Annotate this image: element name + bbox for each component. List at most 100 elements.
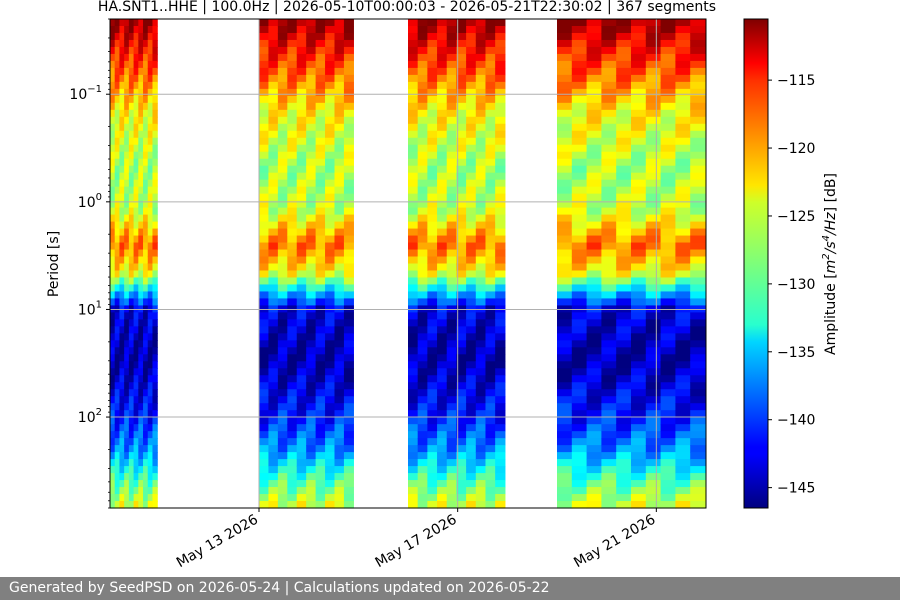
spectrogram-cell bbox=[152, 431, 158, 439]
spectrogram-cell bbox=[133, 200, 139, 209]
spectrogram-cell bbox=[586, 263, 603, 272]
spectrogram-cell bbox=[437, 347, 448, 355]
spectrogram-cell bbox=[119, 473, 125, 481]
spectrogram-cell bbox=[296, 200, 307, 209]
spectrogram-cell bbox=[147, 431, 154, 439]
spectrogram-cell bbox=[495, 130, 506, 139]
spectrogram-cell bbox=[586, 396, 603, 404]
spectrogram-cell bbox=[287, 333, 298, 341]
spectrogram-cell bbox=[287, 39, 298, 48]
spectrogram-cell bbox=[645, 396, 662, 404]
spectrogram-cell bbox=[690, 263, 706, 272]
spectrogram-cell bbox=[119, 186, 125, 195]
spectrogram-cell bbox=[128, 81, 135, 90]
spectrogram-cell bbox=[456, 256, 467, 265]
spectrogram-cell bbox=[417, 53, 428, 62]
spectrogram-cell bbox=[143, 347, 149, 355]
spectrogram-cell bbox=[660, 284, 677, 293]
spectrogram-cell bbox=[645, 116, 662, 125]
spectrogram-cell bbox=[631, 277, 647, 286]
spectrogram-cell bbox=[660, 396, 677, 404]
spectrogram-cell bbox=[631, 368, 647, 376]
spectrogram-cell bbox=[296, 445, 307, 453]
spectrogram-cell bbox=[277, 95, 288, 104]
x-axis: May 13 2026 May 17 2026 May 21 2026 bbox=[174, 508, 658, 571]
spectrogram-cell bbox=[133, 32, 139, 41]
spectrogram-cell bbox=[456, 417, 467, 425]
spectrogram-cell bbox=[456, 200, 467, 209]
spectrogram-cell bbox=[119, 382, 125, 390]
spectrogram-cell bbox=[675, 431, 691, 439]
spectrogram-cell bbox=[114, 39, 121, 48]
spectrogram-cell bbox=[296, 382, 307, 390]
spectrogram-cell bbox=[571, 298, 588, 307]
spectrogram-cell bbox=[334, 494, 345, 502]
spectrogram-cell bbox=[296, 312, 307, 320]
spectrogram-cell bbox=[143, 396, 149, 404]
spectrogram-cell bbox=[456, 228, 467, 237]
spectrogram-cell bbox=[277, 403, 288, 411]
spectrogram-cell bbox=[427, 424, 438, 432]
spectrogram-cell bbox=[277, 431, 288, 439]
spectrogram-cell bbox=[690, 32, 706, 41]
spectrogram-cell bbox=[437, 291, 448, 300]
spectrogram-cell bbox=[690, 354, 706, 362]
spectrogram-cell bbox=[466, 270, 477, 279]
spectrogram-cell bbox=[427, 284, 438, 293]
spectrogram-cell bbox=[143, 46, 149, 55]
spectrogram-cell bbox=[133, 298, 139, 307]
spectrogram-cell bbox=[277, 277, 288, 286]
spectrogram-cell bbox=[485, 116, 496, 125]
spectrogram-cell bbox=[296, 263, 307, 272]
spectrogram-cell bbox=[119, 144, 125, 153]
spectrogram-cell bbox=[427, 165, 438, 174]
spectrogram-cell bbox=[660, 74, 677, 83]
spectrogram-cell bbox=[268, 137, 279, 146]
spectrogram-cell bbox=[147, 116, 154, 125]
spectrogram-cell bbox=[631, 165, 647, 174]
spectrogram-cell bbox=[446, 501, 458, 509]
spectrogram-cell bbox=[495, 333, 506, 341]
spectrogram-cell bbox=[495, 438, 506, 446]
spectrogram-cell bbox=[143, 473, 149, 481]
spectrogram-cell bbox=[259, 396, 270, 404]
spectrogram-cell bbox=[631, 389, 647, 397]
spectrogram-cell bbox=[616, 228, 632, 237]
spectrogram-cell bbox=[586, 137, 603, 146]
spectrogram-cell bbox=[495, 389, 506, 397]
spectrogram-cell bbox=[325, 102, 336, 111]
spectrogram-cell bbox=[571, 109, 588, 118]
spectrogram-cell bbox=[408, 410, 419, 418]
spectrogram-cell bbox=[325, 242, 336, 251]
spectrogram-cell bbox=[334, 431, 345, 439]
spectrogram-cell bbox=[437, 368, 448, 376]
spectrogram-cell bbox=[306, 445, 317, 453]
spectrogram-cell bbox=[152, 368, 158, 376]
spectrogram-cell bbox=[128, 249, 135, 258]
spectrogram-cell bbox=[128, 165, 135, 174]
spectrogram-cell bbox=[138, 459, 144, 467]
spectrogram-cell bbox=[631, 410, 647, 418]
spectrogram-cell bbox=[152, 445, 158, 453]
spectrogram-cell bbox=[466, 501, 477, 509]
spectrogram-cell bbox=[601, 102, 617, 111]
spectrogram-cell bbox=[645, 382, 662, 390]
spectrogram-cell bbox=[586, 361, 603, 369]
spectrogram-cell bbox=[315, 375, 326, 383]
spectrogram-cell bbox=[306, 333, 317, 341]
spectrogram-cell bbox=[143, 193, 149, 202]
spectrogram-cell bbox=[690, 123, 706, 132]
spectrogram-cell bbox=[631, 144, 647, 153]
spectrogram-cell bbox=[557, 53, 573, 62]
spectrogram-cell bbox=[427, 389, 438, 397]
spectrogram-cell bbox=[334, 361, 345, 369]
spectrogram-cell bbox=[143, 67, 149, 76]
spectrogram-cell bbox=[343, 354, 354, 362]
spectrogram-cell bbox=[287, 235, 298, 244]
spectrogram-cell bbox=[152, 74, 158, 83]
spectrogram-cell bbox=[128, 123, 135, 132]
spectrogram-cell bbox=[119, 312, 125, 320]
spectrogram-cell bbox=[571, 130, 588, 139]
spectrogram-cell bbox=[315, 445, 326, 453]
spectrogram-cell bbox=[287, 417, 298, 425]
